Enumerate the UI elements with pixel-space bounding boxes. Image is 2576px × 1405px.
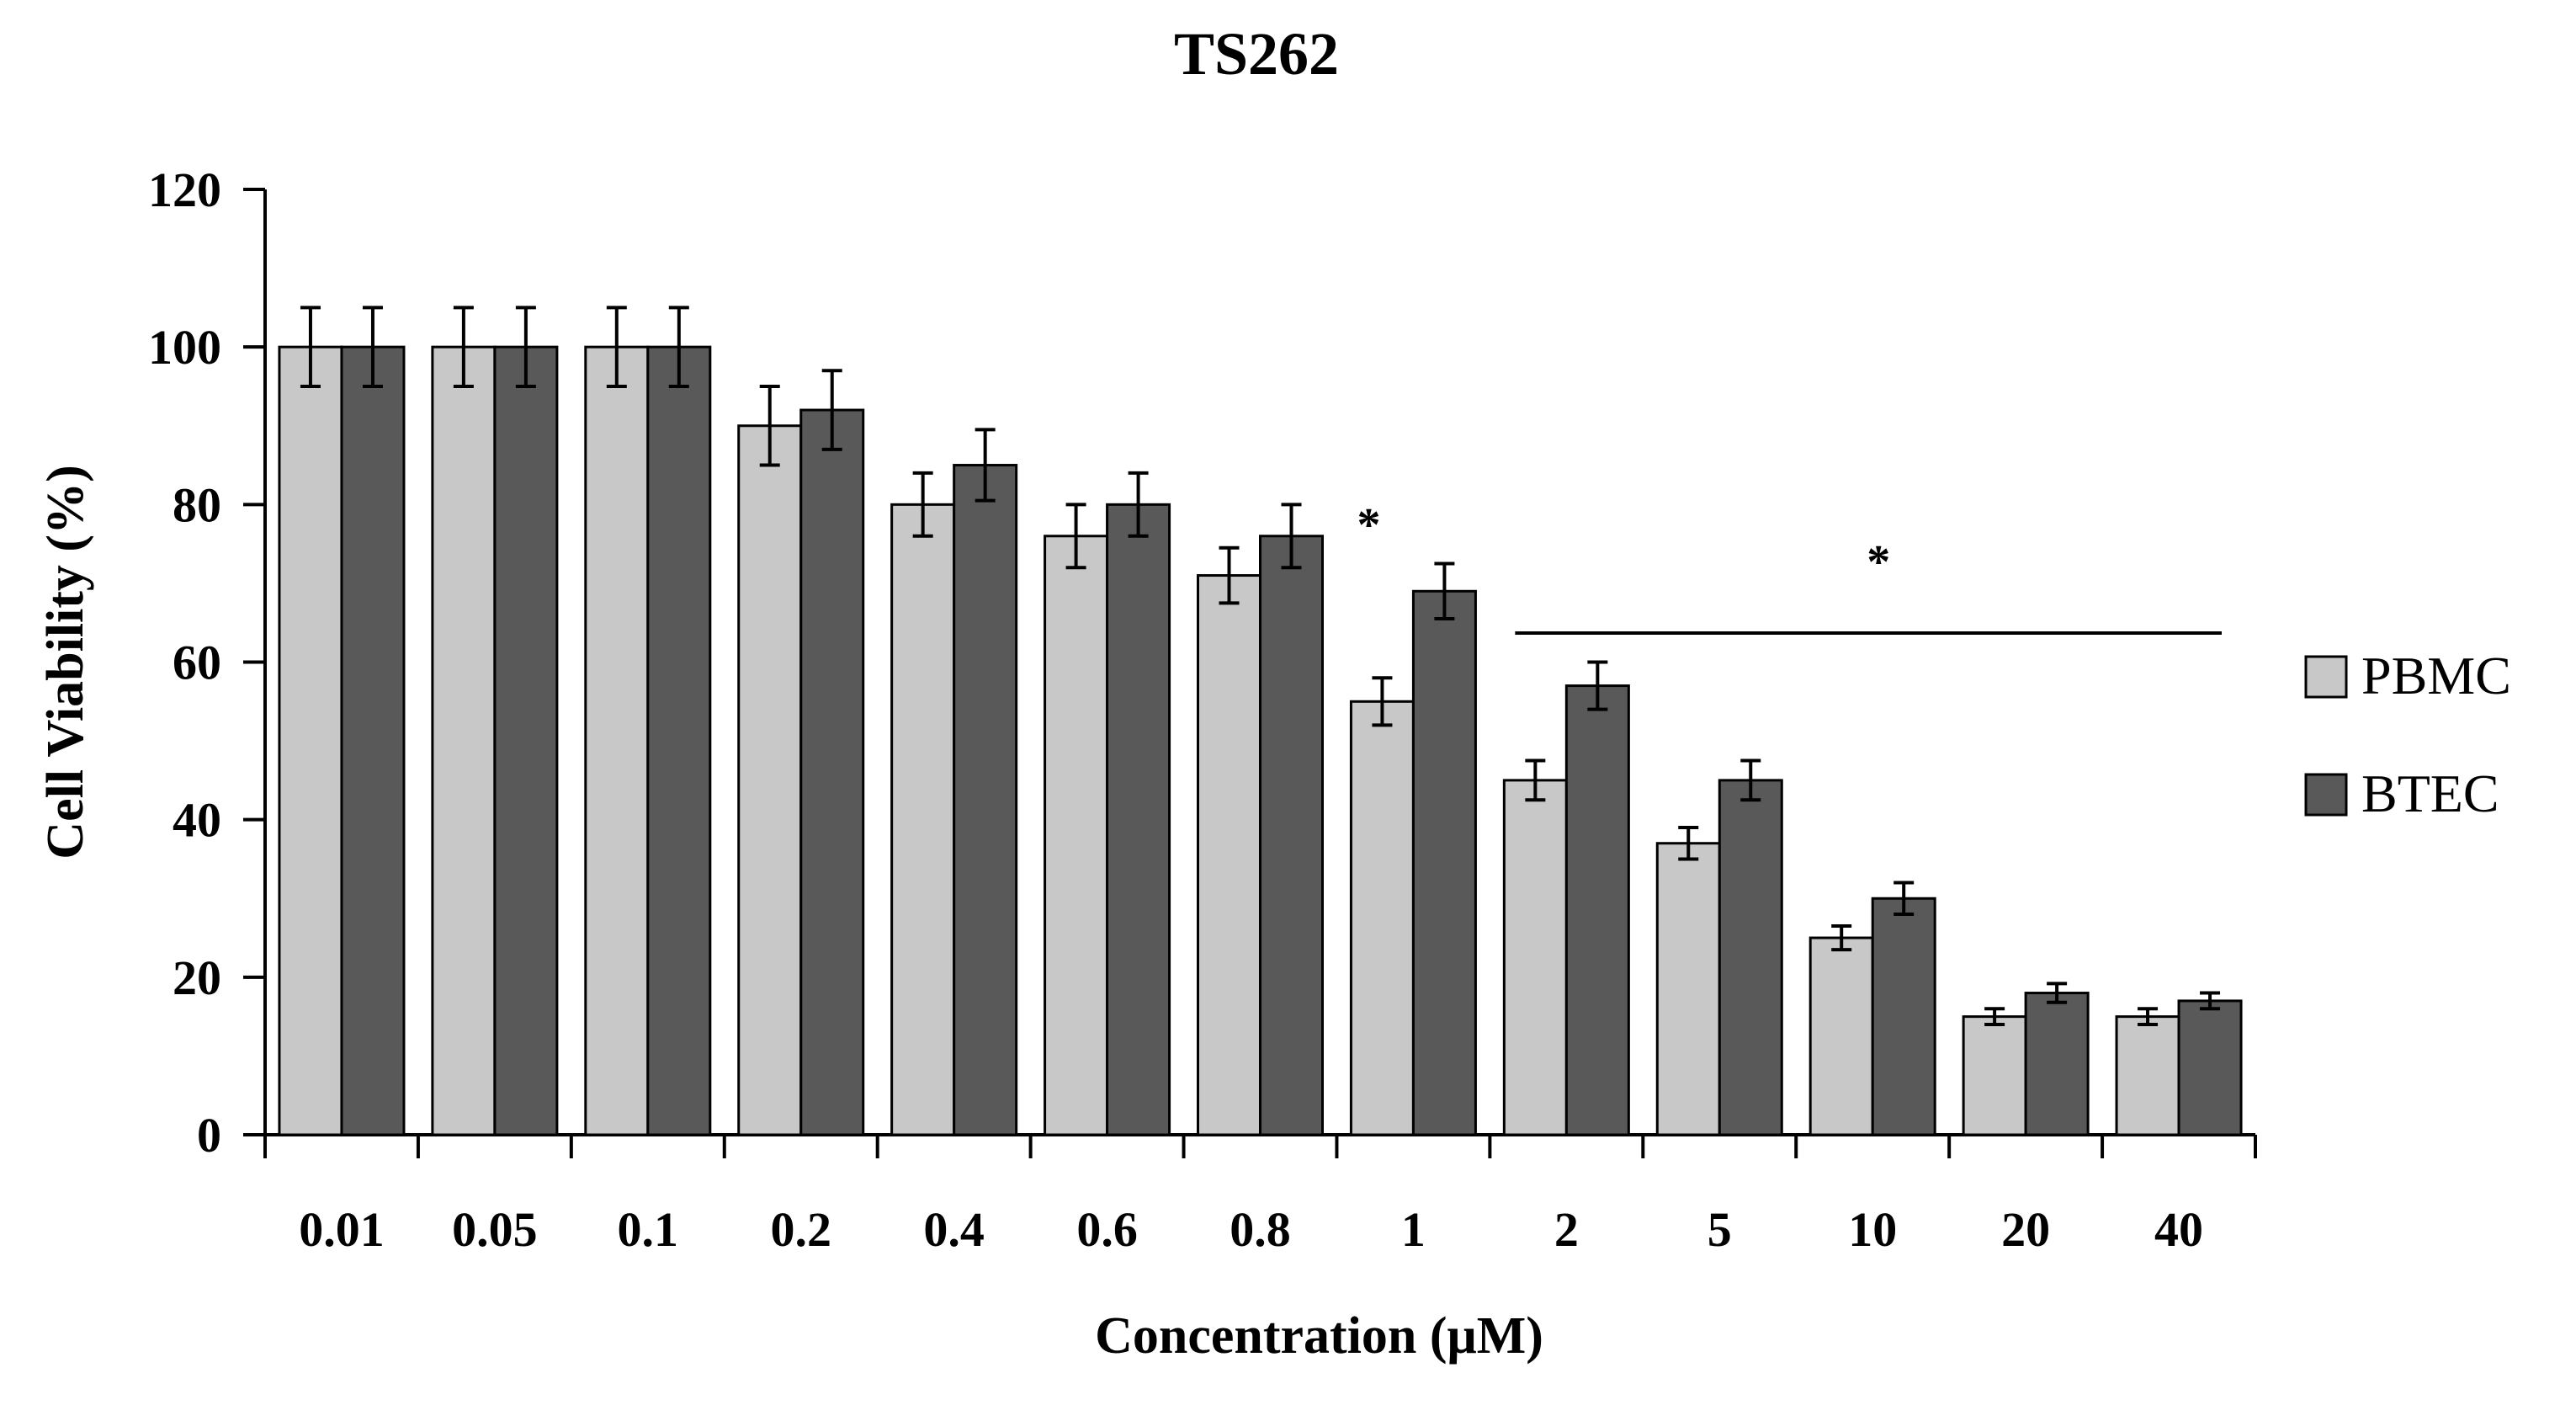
x-tick-label: 0.8 xyxy=(1230,1202,1291,1257)
bar-btec-0.6 xyxy=(1106,503,1171,1136)
x-tick-label: 20 xyxy=(2001,1202,2050,1257)
bar-btec-0.2 xyxy=(799,408,865,1136)
x-tick-label: 2 xyxy=(1554,1202,1579,1257)
bar-btec-20 xyxy=(2024,992,2090,1136)
bar-btec-0.8 xyxy=(1259,535,1324,1136)
legend-swatch-btec xyxy=(2304,773,2348,817)
y-axis-title: Cell Viability (%) xyxy=(37,465,94,859)
bar-btec-1 xyxy=(1411,589,1477,1136)
bar-pbmc-10 xyxy=(1809,936,1874,1136)
y-tick-label: 40 xyxy=(173,793,221,848)
significance-star: * xyxy=(1357,499,1380,551)
bar-pbmc-20 xyxy=(1962,1015,2027,1136)
x-tick-label: 5 xyxy=(1708,1202,1732,1257)
y-tick-label: 20 xyxy=(173,950,221,1005)
bar-btec-0.01 xyxy=(340,345,406,1136)
bar-btec-2 xyxy=(1564,684,1630,1136)
bar-pbmc-1 xyxy=(1349,700,1415,1136)
x-tick-label: 1 xyxy=(1401,1202,1426,1257)
bar-btec-10 xyxy=(1871,897,1936,1136)
significance-star: * xyxy=(1867,536,1890,588)
bar-btec-0.05 xyxy=(493,345,559,1136)
chart-title: TS262 xyxy=(1174,20,1339,88)
bar-btec-40 xyxy=(2177,999,2243,1136)
bar-pbmc-40 xyxy=(2115,1015,2180,1136)
y-tick-label: 80 xyxy=(173,477,221,532)
bar-pbmc-5 xyxy=(1655,842,1721,1136)
legend-label-btec: BTEC xyxy=(2361,764,2499,823)
y-tick-label: 60 xyxy=(173,636,221,690)
bar-pbmc-0.01 xyxy=(278,345,343,1136)
bar-pbmc-0.05 xyxy=(431,345,497,1136)
bar-btec-0.4 xyxy=(953,464,1018,1136)
bar-pbmc-0.8 xyxy=(1197,574,1261,1136)
x-tick-label: 40 xyxy=(2154,1202,2203,1257)
x-tick-label: 0.4 xyxy=(923,1202,985,1257)
x-tick-label: 0.2 xyxy=(770,1202,831,1257)
legend-label-pbmc: PBMC xyxy=(2361,646,2511,705)
y-tick-label: 100 xyxy=(148,320,221,375)
bar-btec-0.1 xyxy=(646,345,712,1136)
x-tick-label: 0.1 xyxy=(618,1202,679,1257)
y-tick-label: 120 xyxy=(148,162,221,217)
x-tick-label: 0.05 xyxy=(452,1202,538,1257)
x-axis-title: Concentration (μM) xyxy=(1095,1307,1543,1365)
bar-pbmc-2 xyxy=(1502,779,1568,1136)
bar-pbmc-0.4 xyxy=(890,503,956,1136)
bar-pbmc-0.2 xyxy=(737,424,803,1136)
legend-swatch-pbmc xyxy=(2304,655,2348,699)
y-tick-label: 0 xyxy=(197,1108,221,1163)
x-tick-label: 0.6 xyxy=(1076,1202,1138,1257)
bar-pbmc-0.6 xyxy=(1044,535,1109,1136)
bar-pbmc-0.1 xyxy=(584,345,650,1136)
x-tick-label: 0.01 xyxy=(299,1202,385,1257)
x-tick-label: 10 xyxy=(1848,1202,1897,1257)
bar-btec-5 xyxy=(1718,779,1783,1136)
